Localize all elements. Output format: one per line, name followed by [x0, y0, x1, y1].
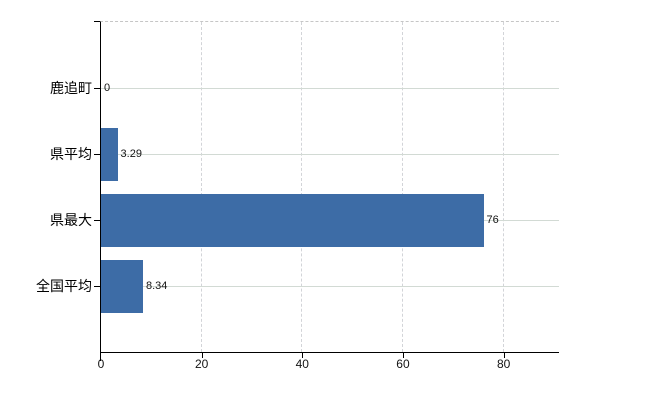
bar-value-label: 76 [486, 214, 499, 226]
y-tick-mark [94, 88, 100, 89]
x-tick-label: 20 [194, 357, 209, 371]
x-tick-label: 80 [496, 357, 511, 371]
x-tick-mark [503, 353, 505, 358]
category-label: 県最大 [50, 212, 92, 228]
row-gridline [101, 153, 559, 155]
x-tick-mark [402, 353, 404, 358]
category-label: 鹿追町 [50, 80, 92, 96]
bar-value-label: 8.34 [145, 280, 168, 292]
x-axis-zero-tick [100, 353, 101, 361]
y-tick-mark [94, 21, 100, 22]
bar-value-label: 3.29 [120, 148, 142, 160]
y-tick-mark [94, 286, 100, 287]
bar [101, 128, 118, 181]
x-gridline [301, 22, 303, 352]
x-tick-mark [302, 353, 304, 358]
category-label: 県平均 [50, 146, 92, 162]
y-tick-mark [94, 154, 100, 155]
x-tick-label: 40 [295, 357, 309, 371]
x-tick-mark [201, 353, 203, 358]
x-tick-label: 0 [97, 357, 105, 371]
row-gridline [101, 87, 559, 89]
x-tick-label: 60 [396, 357, 410, 371]
bar [101, 260, 143, 313]
bar-value-label: 0 [104, 82, 111, 94]
category-label: 全国平均 [36, 278, 92, 294]
x-gridline [401, 22, 403, 352]
row-gridline [101, 285, 559, 287]
plot-area [100, 21, 559, 353]
x-gridline [200, 22, 202, 352]
x-gridline [502, 22, 504, 352]
y-tick-mark [94, 220, 100, 221]
bar [101, 194, 484, 247]
